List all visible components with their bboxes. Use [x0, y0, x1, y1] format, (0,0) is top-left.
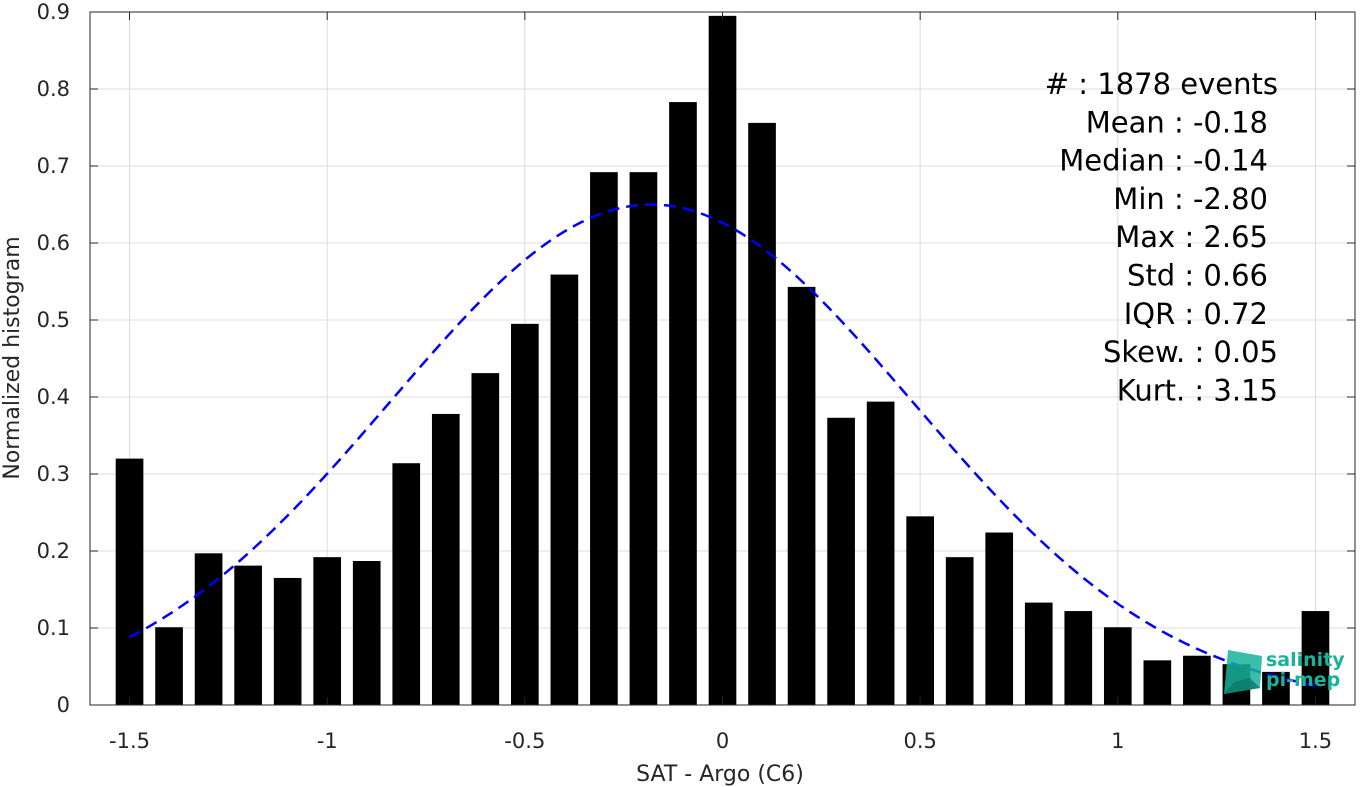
- bar: [985, 532, 1014, 705]
- bars: [115, 15, 1330, 706]
- y-tick-label: 0.8: [37, 77, 70, 101]
- x-axis-label: SAT - Argo (C6): [636, 762, 804, 787]
- y-tick-label: 0: [57, 693, 70, 717]
- x-tick-label: 1: [1111, 729, 1124, 753]
- logo-text-pi-mep: pi-mep: [1266, 669, 1340, 691]
- y-tick-label: 0.4: [37, 385, 70, 409]
- bar: [827, 417, 855, 705]
- bar: [1143, 660, 1172, 705]
- bar: [550, 274, 579, 705]
- y-tick-label: 0.9: [37, 0, 70, 24]
- bar: [431, 413, 460, 705]
- stat-line: Median : -0.14: [1059, 144, 1268, 178]
- logo-text-salinity: salinity: [1266, 649, 1345, 671]
- bar: [866, 401, 895, 705]
- bar: [787, 286, 816, 705]
- stat-line: # : 1878 events: [1045, 67, 1278, 101]
- bar: [629, 172, 658, 705]
- bar: [352, 561, 381, 705]
- bar: [1024, 602, 1053, 705]
- x-tick-label: 0.5: [903, 729, 936, 753]
- bar: [906, 516, 934, 705]
- bar: [392, 463, 421, 705]
- y-tick-label: 0.3: [37, 462, 70, 486]
- logo-shape-shade: [1224, 678, 1260, 694]
- y-tick-label: 0.2: [37, 539, 70, 563]
- statistics-box: # : 1878 events Mean : -0.18 Median : -0.1…: [1045, 67, 1278, 407]
- x-tick-label: 0: [716, 729, 729, 753]
- x-tick-label: 1.5: [1299, 729, 1332, 753]
- gaussian-fit-curve: [128, 203, 1316, 687]
- bar: [590, 172, 618, 705]
- x-tick-label: -1: [317, 729, 338, 753]
- bar: [313, 557, 342, 705]
- bar: [273, 577, 302, 705]
- y-tick-labels: 0 0.1 0.2 0.3 0.4 0.5 0.6 0.7 0.8 0.9: [37, 0, 70, 717]
- y-tick-label: 0.6: [37, 231, 70, 255]
- axis-ticks: [90, 11, 1355, 706]
- bar: [1064, 611, 1093, 705]
- salinity-pi-mep-logo: salinity pi-mep: [1224, 649, 1345, 694]
- bar: [669, 102, 697, 706]
- y-tick-label: 0.7: [37, 154, 70, 178]
- bar: [471, 373, 500, 705]
- stat-line: Skew. : 0.05: [1103, 335, 1278, 369]
- bar: [234, 565, 262, 705]
- x-tick-labels: -1.5 -1 -0.5 0 0.5 1 1.5: [109, 729, 1332, 753]
- bar: [748, 122, 776, 705]
- stat-line: Mean : -0.18: [1086, 105, 1268, 139]
- bar: [1103, 627, 1132, 705]
- bar: [511, 323, 539, 705]
- bar: [708, 15, 737, 706]
- bar: [194, 553, 223, 705]
- bar: [115, 458, 144, 705]
- bar: [1183, 655, 1211, 705]
- stat-line: IQR : 0.72: [1124, 297, 1268, 331]
- y-axis-label: Normalized histogram: [0, 236, 25, 479]
- x-tick-label: -1.5: [109, 729, 150, 753]
- bar: [155, 627, 183, 705]
- bar: [945, 557, 974, 705]
- x-tick-label: -0.5: [504, 729, 545, 753]
- bar: [1301, 611, 1330, 705]
- stat-line: Min : -2.80: [1113, 182, 1268, 216]
- y-tick-label: 0.1: [37, 616, 70, 640]
- stat-line: Max : 2.65: [1115, 220, 1268, 254]
- y-tick-label: 0.5: [37, 308, 70, 332]
- stat-line: Std : 0.66: [1127, 259, 1268, 293]
- stat-line: Kurt. : 3.15: [1117, 373, 1278, 407]
